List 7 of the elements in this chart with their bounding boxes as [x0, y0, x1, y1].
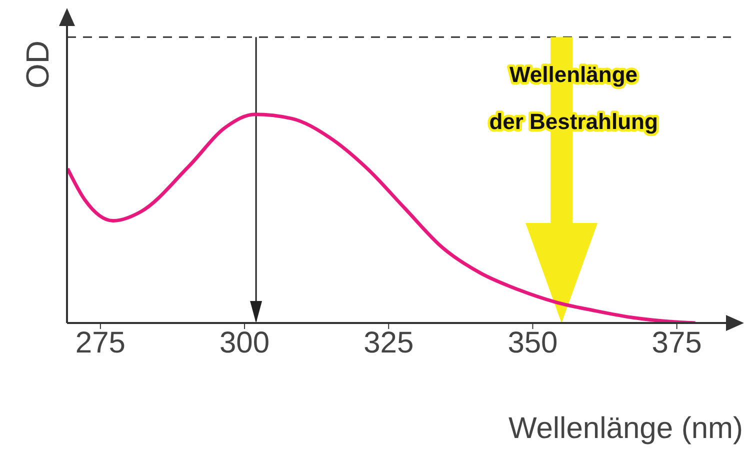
x-tick-label: 350 [508, 326, 558, 360]
x-tick-label: 275 [75, 326, 126, 360]
x-axis-title: Wellenlänge (nm) [508, 412, 743, 446]
y-axis-title: OD [20, 40, 56, 88]
x-tick-label: 300 [219, 326, 270, 360]
x-tick-label: 325 [364, 326, 414, 360]
x-tick-label: 375 [652, 326, 702, 360]
